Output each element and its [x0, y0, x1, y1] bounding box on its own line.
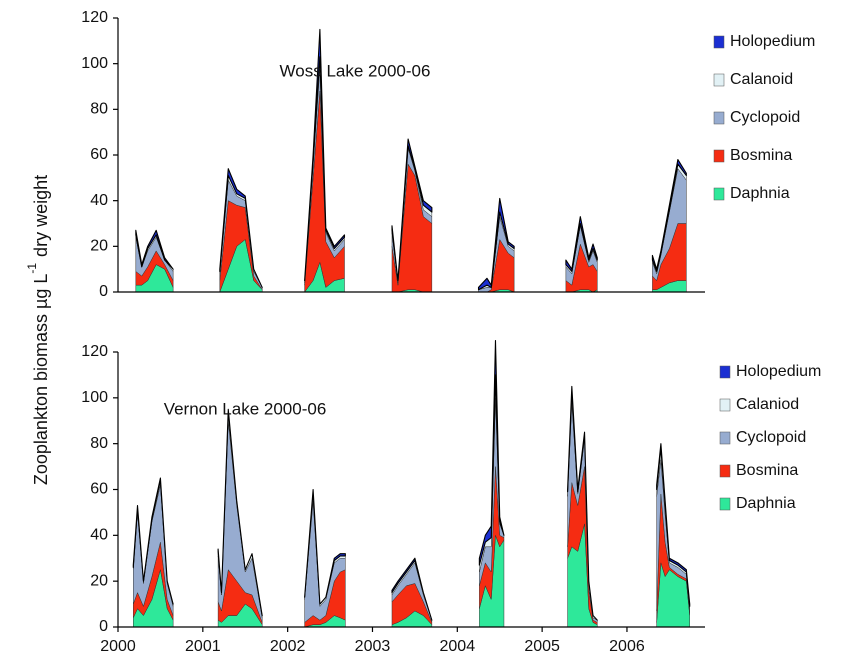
y-tick-label: 0: [99, 283, 108, 300]
y-tick-label: 100: [81, 55, 108, 72]
legend-label: Bosmina: [730, 147, 792, 164]
y-tick-label: 80: [90, 435, 108, 452]
legend-swatch: [713, 187, 725, 201]
area: [133, 466, 690, 628]
y-tick-label: 120: [81, 9, 108, 26]
area: [133, 397, 690, 623]
legend-swatch: [713, 149, 725, 163]
y-axis-title: Zooplankton biomass µg L-1 dry weight: [25, 175, 51, 485]
x-tick-label: 2006: [609, 638, 645, 655]
y-tick-label: 20: [90, 238, 108, 255]
legend-swatch: [713, 35, 725, 49]
x-tick-label: 2001: [185, 638, 221, 655]
x-tick-label: 2005: [524, 638, 560, 655]
y-tick-label: 0: [99, 618, 108, 635]
legend-swatch: [719, 398, 731, 412]
y-axis-title-main: Zooplankton biomass µg L: [31, 274, 51, 486]
area: [135, 28, 687, 291]
legend-swatch: [713, 73, 725, 87]
y-tick-label: 20: [90, 572, 108, 589]
panel-title: Vernon Lake 2000-06: [164, 399, 327, 418]
legend-label: Calaniod: [736, 396, 799, 413]
x-tick-label: 2000: [100, 638, 136, 655]
y-axis-title-sup: -1: [25, 263, 39, 274]
legend-label: Calanoid: [730, 71, 793, 88]
legend-label: Holopedium: [730, 33, 815, 50]
y-axis-title-end: dry weight: [31, 175, 51, 257]
area: [132, 339, 691, 621]
legend-label: Holopedium: [736, 363, 821, 380]
x-tick-label: 2002: [270, 638, 306, 655]
area: [135, 90, 687, 293]
legend-swatch: [719, 497, 731, 511]
legend-swatch: [719, 464, 731, 478]
legend-label: Bosmina: [736, 462, 798, 479]
area: [135, 67, 687, 293]
x-tick-label: 2003: [355, 638, 391, 655]
y-tick-label: 120: [81, 343, 108, 360]
legend-swatch: [719, 431, 731, 445]
y-tick-label: 100: [81, 389, 108, 406]
y-tick-label: 40: [90, 192, 108, 209]
x-tick-label: 2004: [440, 638, 476, 655]
legend-label: Cyclopoid: [730, 109, 800, 126]
legend-swatch: [719, 365, 731, 379]
legend-label: Daphnia: [730, 185, 790, 202]
legend-label: Daphnia: [736, 495, 796, 512]
y-tick-label: 60: [90, 146, 108, 163]
legend-label: Cyclopoid: [736, 429, 806, 446]
legend-swatch: [713, 111, 725, 125]
panel-title: Woss Lake 2000-06: [280, 61, 431, 80]
y-tick-label: 80: [90, 101, 108, 118]
y-tick-label: 60: [90, 481, 108, 498]
y-tick-label: 40: [90, 527, 108, 544]
